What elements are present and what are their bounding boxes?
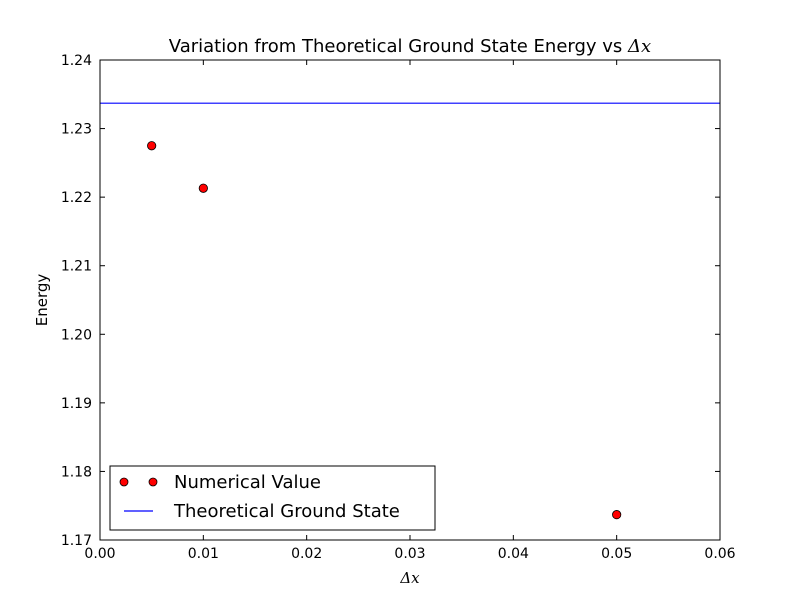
chart-title-math: Δx xyxy=(627,36,651,57)
plot-content xyxy=(100,102,720,520)
legend-box xyxy=(109,465,436,531)
legend-marker-numerical-2 xyxy=(148,477,158,487)
legend-marker-numerical-1 xyxy=(119,477,129,487)
x-axis: 0.00 0.01 0.02 0.03 0.04 0.05 0.06 xyxy=(84,60,736,562)
chart-title: Variation from Theoretical Ground State … xyxy=(169,36,651,57)
y-tick-label: 1.23 xyxy=(61,122,92,138)
y-tick-label: 1.24 xyxy=(61,53,92,69)
x-tick-label: 0.04 xyxy=(498,546,529,562)
y-tick-label: 1.22 xyxy=(61,190,92,206)
x-tick-label: 0.01 xyxy=(188,546,219,562)
x-tick-label: 0.02 xyxy=(291,546,322,562)
legend-label-theoretical-ground-state: Theoretical Ground State xyxy=(173,501,400,522)
x-tick-label: 0.00 xyxy=(84,546,115,562)
legend-label-numerical-value: Numerical Value xyxy=(174,472,321,493)
y-axis-label: Energy xyxy=(33,274,51,327)
y-tick-label: 1.17 xyxy=(61,533,92,549)
chart-title-text: Variation from Theoretical Ground State … xyxy=(169,36,628,57)
x-tick-label: 0.06 xyxy=(704,546,735,562)
data-point-1 xyxy=(147,141,157,151)
y-tick-label: 1.18 xyxy=(61,464,92,480)
legend: Numerical Value Theoretical Ground State xyxy=(109,465,436,531)
y-axis: 1.17 1.18 1.19 1.20 1.21 1.22 1.23 1.24 xyxy=(61,53,720,549)
x-tick-label: 0.05 xyxy=(601,546,632,562)
data-point-2 xyxy=(198,183,208,193)
data-point-3 xyxy=(612,510,622,520)
y-tick-label: 1.19 xyxy=(61,396,92,412)
y-tick-label: 1.20 xyxy=(61,327,92,343)
x-axis-label: Δx xyxy=(399,569,420,587)
x-tick-label: 0.03 xyxy=(394,546,425,562)
y-tick-label: 1.21 xyxy=(61,259,92,275)
